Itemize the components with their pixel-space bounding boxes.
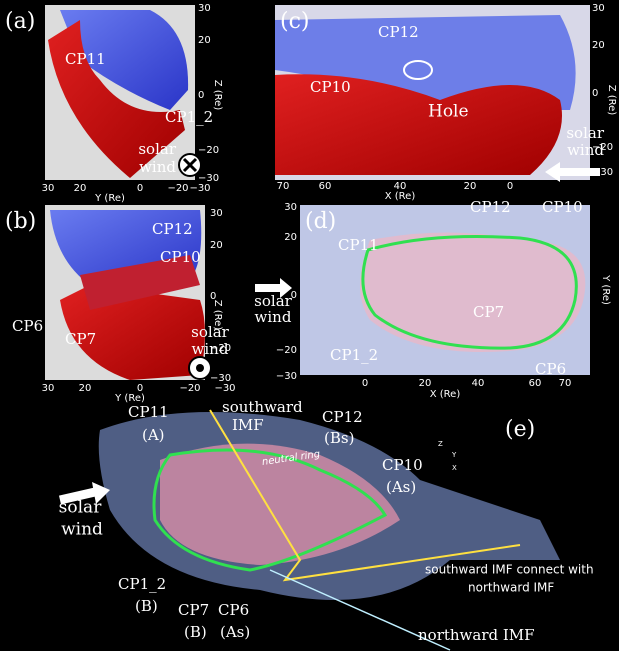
label: (e): [505, 417, 535, 442]
label: wind: [139, 158, 176, 176]
label: Y (Re): [94, 193, 125, 204]
label: (As): [220, 623, 250, 641]
label: 30: [210, 208, 223, 219]
label: 20: [210, 240, 223, 251]
label: (B): [184, 623, 207, 641]
label: northward IMF: [418, 626, 535, 644]
label: 60: [319, 181, 332, 192]
label: CP7: [473, 303, 504, 321]
label: −30: [276, 371, 297, 382]
label: 20: [464, 181, 477, 192]
label: Z (Re): [212, 300, 223, 331]
label: CP10: [160, 248, 201, 266]
label: 0: [291, 290, 297, 301]
label: CP1_2: [118, 575, 166, 593]
label: 30: [284, 202, 297, 213]
label: −20: [198, 145, 219, 156]
label: −20: [167, 183, 188, 194]
label: 30: [592, 3, 605, 14]
label: solar: [138, 140, 176, 158]
label: CP12: [378, 23, 419, 41]
label: 60: [529, 378, 542, 389]
label: solar: [566, 124, 604, 142]
label: CP6: [12, 317, 43, 335]
label: Z (Re): [606, 85, 617, 116]
label: CP10: [310, 78, 351, 96]
label: −20: [210, 343, 231, 354]
label: 30: [42, 183, 55, 194]
label: (a): [5, 9, 35, 34]
label: CP1_2: [165, 108, 213, 126]
label: (A): [142, 426, 165, 444]
label: (As): [386, 478, 416, 496]
label: (B): [135, 597, 158, 615]
label: 20: [74, 183, 87, 194]
label: −20: [592, 142, 613, 153]
label: CP1_2: [330, 346, 378, 364]
label: CP11: [338, 236, 379, 254]
label: CP12: [322, 408, 363, 426]
panel-a-image: [45, 5, 201, 180]
label: Hole: [428, 102, 469, 122]
label: 30: [198, 3, 211, 14]
label: 70: [277, 181, 290, 192]
label: CP6: [535, 360, 566, 378]
figure: (() => { const data = JSON.parse(documen…: [0, 0, 619, 651]
label: solar: [59, 498, 103, 518]
label: CP7: [178, 601, 209, 619]
label: CP12: [470, 198, 511, 216]
label: 40: [472, 378, 485, 389]
label: CP10: [542, 198, 583, 216]
label: CP12: [152, 220, 193, 238]
label: CP6: [218, 601, 249, 619]
label: southward: [222, 398, 303, 416]
label: 0: [137, 183, 143, 194]
label: −30: [214, 383, 235, 394]
label: IMF: [232, 416, 264, 434]
label: 70: [559, 378, 572, 389]
label: CP7: [65, 330, 96, 348]
label: 20: [419, 378, 432, 389]
label: CP11: [128, 403, 169, 421]
label: (Bs): [324, 429, 354, 447]
label: CP10: [382, 456, 423, 474]
label: 20: [592, 40, 605, 51]
label: 20: [284, 232, 297, 243]
label: 0: [507, 181, 513, 192]
label: 30: [42, 383, 55, 394]
label: −30: [189, 183, 210, 194]
label: Z: [438, 440, 443, 448]
label: −20: [276, 345, 297, 356]
label: (b): [5, 209, 36, 234]
label: Z (Re): [212, 80, 223, 111]
label: Y (Re): [600, 274, 611, 305]
label: 20: [198, 35, 211, 46]
label: 20: [79, 383, 92, 394]
label: wind: [61, 520, 103, 540]
label: X (Re): [385, 191, 416, 202]
label: southward IMF connect with: [425, 563, 594, 577]
label: Y: [451, 451, 457, 459]
label: 0: [362, 378, 368, 389]
label: (c): [280, 9, 310, 34]
label: −30: [592, 167, 613, 178]
label: (d): [305, 209, 336, 234]
label: −20: [179, 383, 200, 394]
label: X (Re): [430, 389, 461, 400]
label: X: [452, 464, 457, 472]
label: northward IMF: [468, 581, 554, 595]
label: 0: [198, 90, 204, 101]
label: wind: [255, 308, 292, 326]
label: 0: [592, 88, 598, 99]
label: CP11: [65, 50, 106, 68]
